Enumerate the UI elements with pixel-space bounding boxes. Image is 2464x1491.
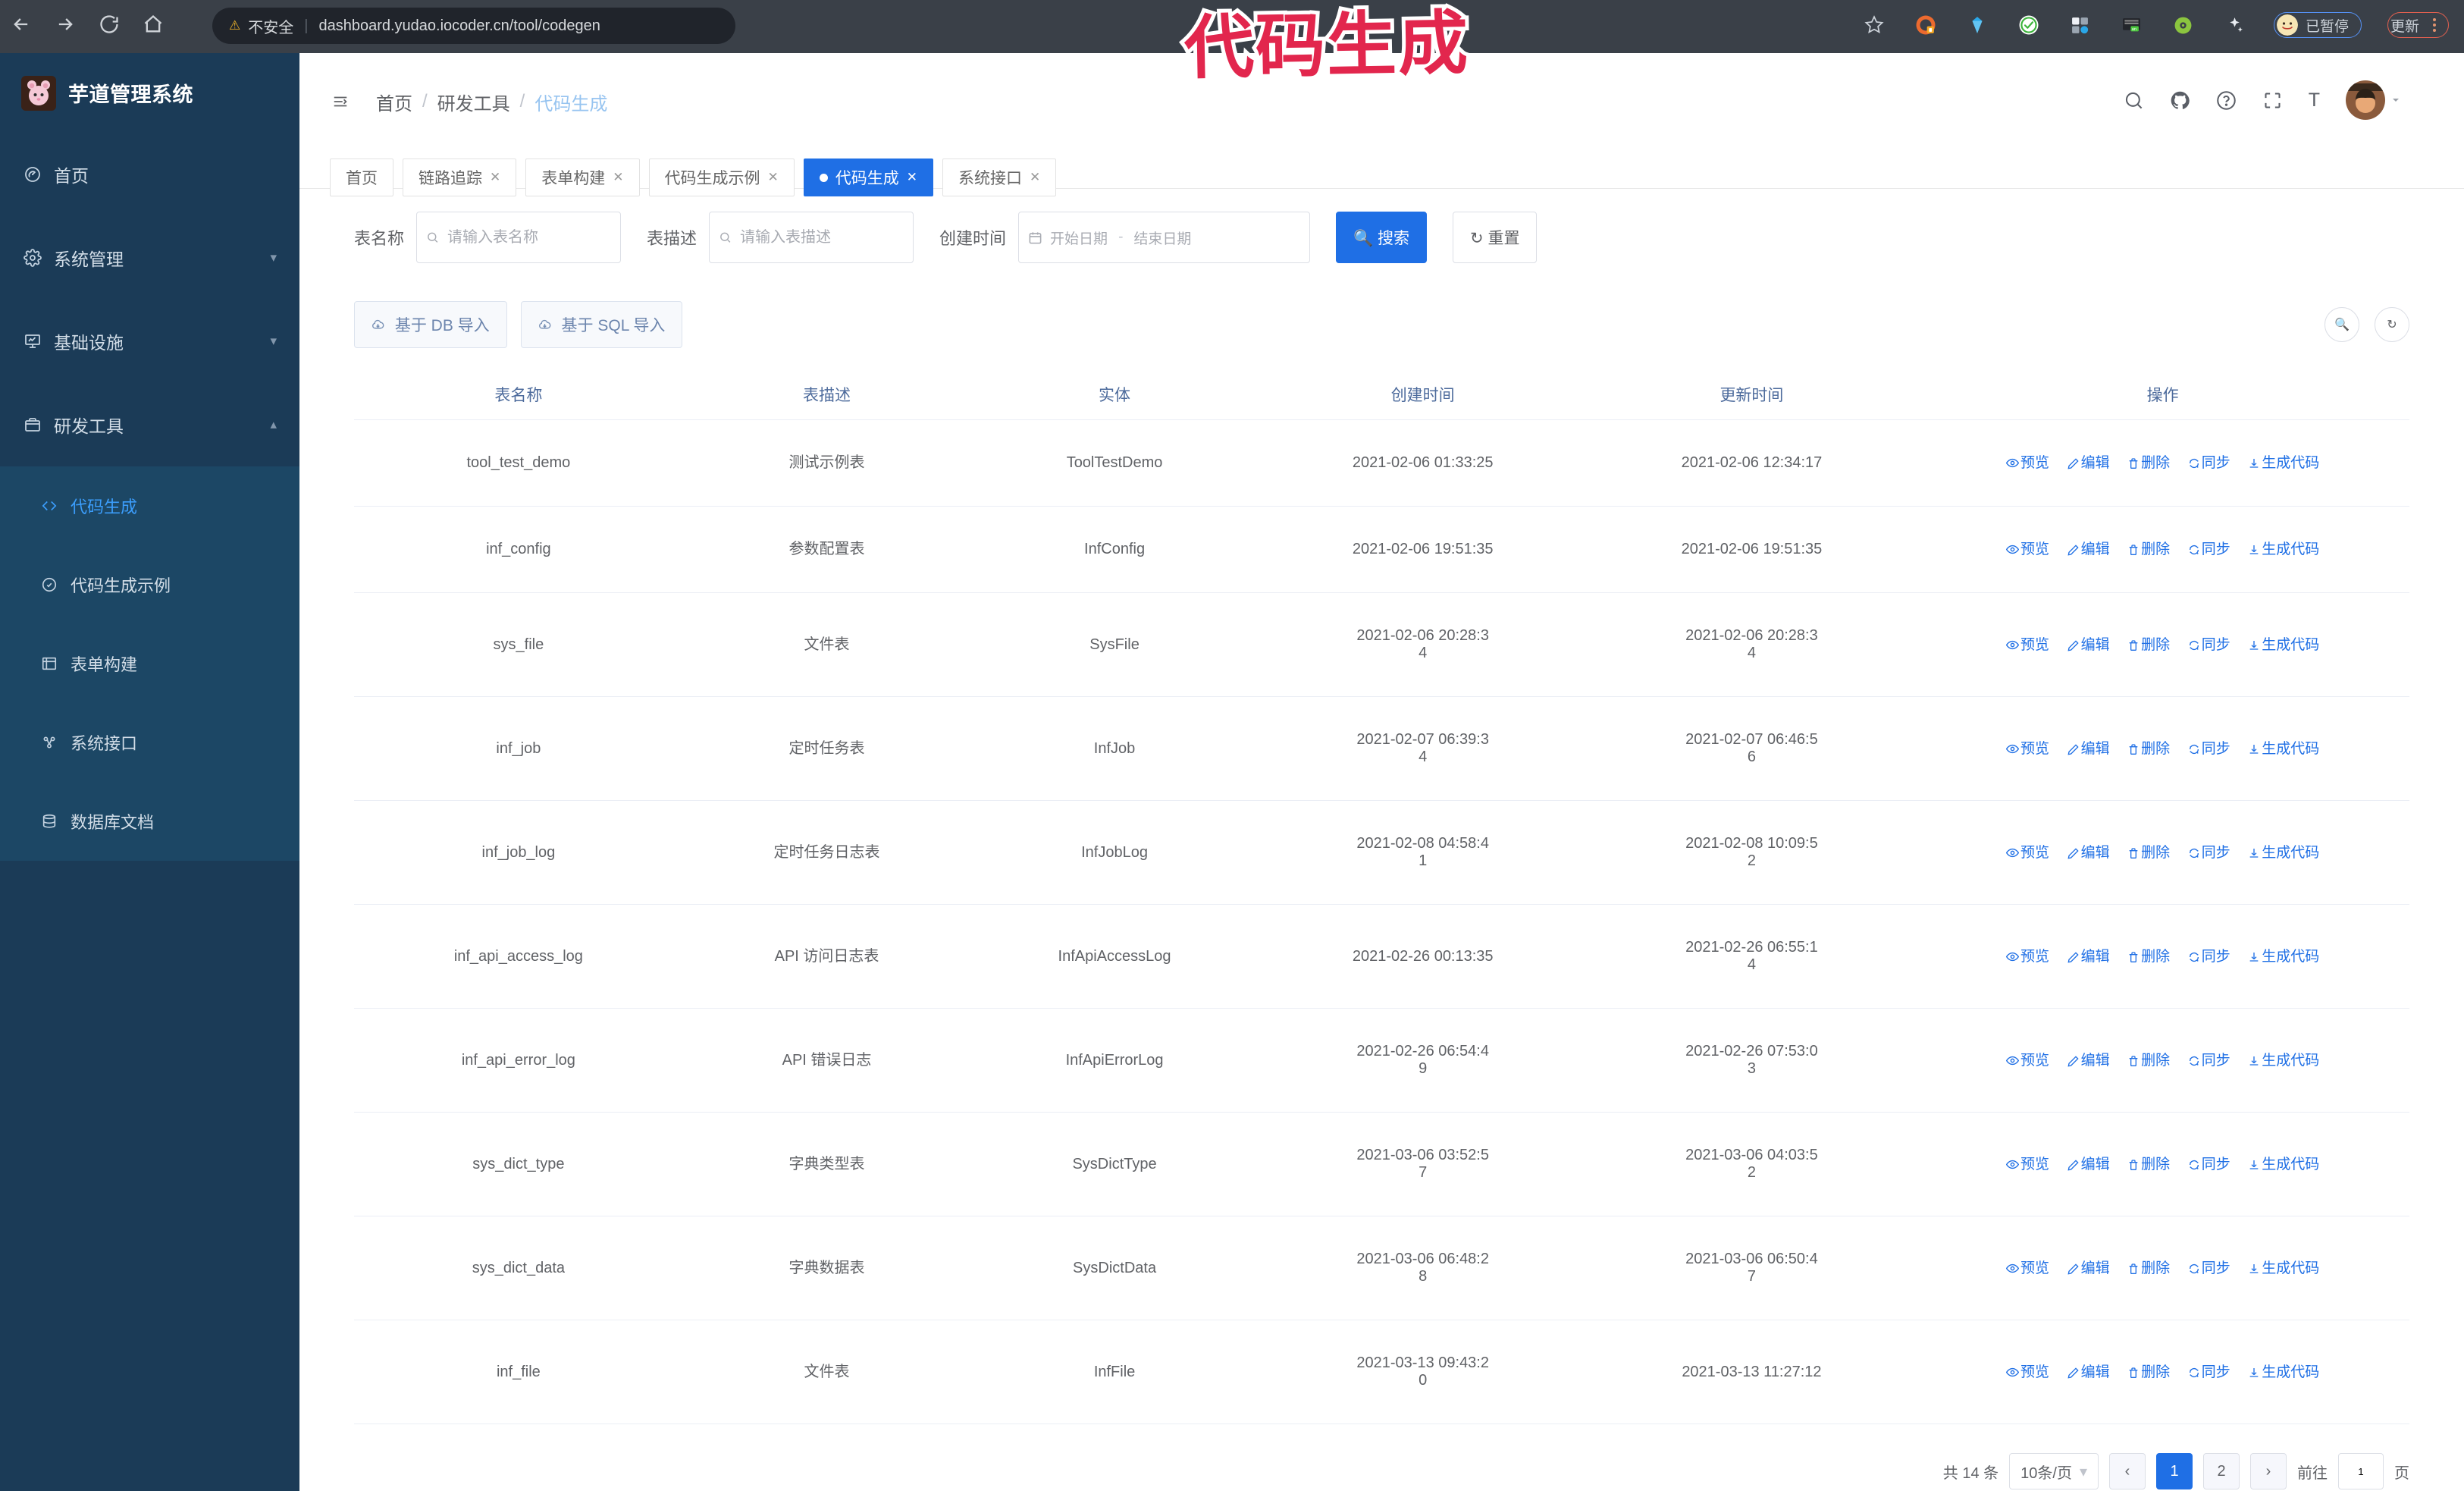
svg-text:an: an (2132, 27, 2136, 31)
